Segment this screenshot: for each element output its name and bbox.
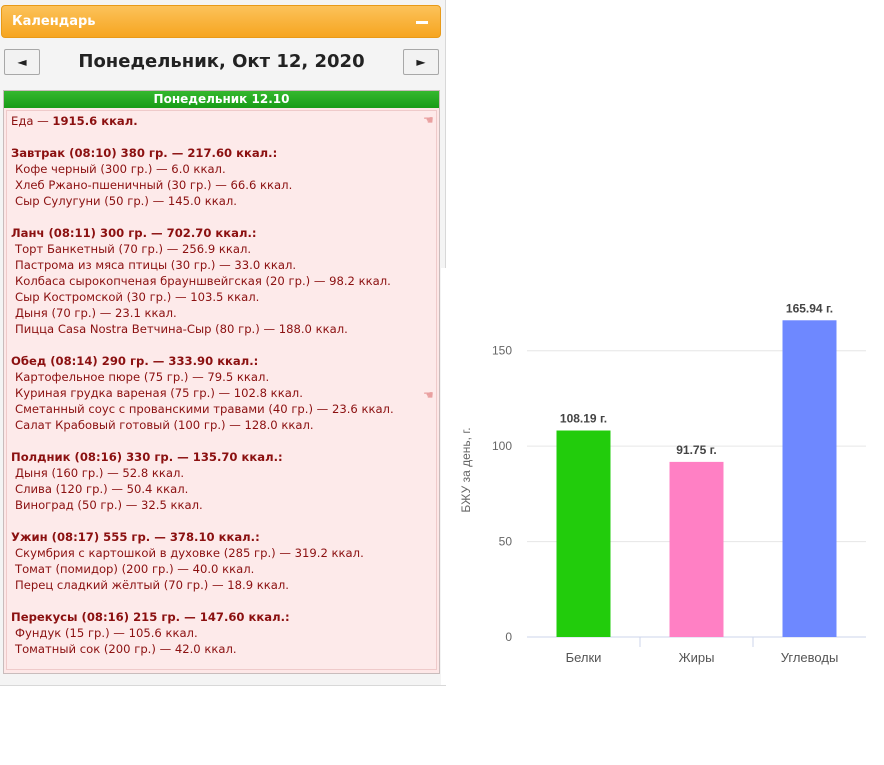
meal-title: Полдник (08:16) 330 гр. — 135.70 ккал.:: [11, 450, 283, 464]
bar-белки: [556, 430, 611, 637]
meal-item: Сметанный соус с прованскими травами (40…: [15, 402, 394, 416]
day-card: Понедельник 12.10 Еда — 1915.6 ккал. Завт…: [3, 90, 440, 674]
y-axis-title: БЖУ за день, г.: [459, 427, 473, 512]
meal-item: Виноград (50 гр.) — 32.5 ккал.: [15, 498, 203, 512]
y-tick-label: 100: [492, 439, 512, 453]
collapse-icon[interactable]: [416, 21, 428, 24]
meal-title: Завтрак (08:10) 380 гр. — 217.60 ккал.:: [11, 146, 278, 160]
meal-item: Скумбрия с картошкой в духовке (285 гр.)…: [15, 546, 364, 560]
bar-углеводы: [782, 320, 837, 637]
data-label: 108.19 г.: [560, 412, 607, 426]
food-total: Еда — 1915.6 ккал.: [11, 113, 138, 129]
meal-item: Перец сладкий жёлтый (70 гр.) — 18.9 кка…: [15, 578, 289, 592]
food-total-label: Еда —: [11, 114, 53, 128]
food-total-value: 1915.6 ккал.: [52, 114, 138, 128]
hand-pointer-icon: ☚: [423, 113, 434, 127]
prev-day-button[interactable]: ◄: [4, 49, 40, 75]
data-label: 165.94 г.: [786, 301, 833, 315]
meal-item: Кофе черный (300 гр.) — 6.0 ккал.: [15, 162, 226, 176]
next-day-button[interactable]: ►: [403, 49, 439, 75]
meal-item: Колбаса сырокопченая брауншвейгская (20 …: [15, 274, 391, 288]
y-tick-label: 0: [505, 630, 512, 644]
x-tick-label: Жиры: [679, 650, 715, 665]
day-content: Еда — 1915.6 ккал. Завтрак (08:10) 380 гр…: [6, 110, 437, 670]
meal-item: Слива (120 гр.) — 50.4 ккал.: [15, 482, 189, 496]
x-tick-label: Белки: [566, 650, 602, 665]
meal-item: Дыня (160 гр.) — 52.8 ккал.: [15, 466, 185, 480]
macros-chart: 0 50 100 150 108.19 г. Белки 91.75 г. Жиры 165.9…: [441, 268, 884, 685]
meal-item: Салат Крабовый готовый (100 гр.) — 128.0…: [15, 418, 314, 432]
macros-chart-svg: 0 50 100 150 108.19 г. Белки 91.75 г. Жиры 165.9…: [459, 301, 866, 665]
x-tick-label: Углеводы: [781, 650, 839, 665]
meal-item: Томат (помидор) (200 гр.) — 40.0 ккал.: [15, 562, 255, 576]
calendar-header[interactable]: Календарь: [1, 5, 441, 38]
meal-item: Пицца Casa Nostra Ветчина-Сыр (80 гр.) —…: [15, 322, 348, 336]
meal-item: Пастрома из мяса птицы (30 гр.) — 33.0 к…: [15, 258, 297, 272]
hand-pointer-icon: ☚: [423, 388, 434, 402]
calendar-panel: Календарь ◄ Понедельник, Окт 12, 2020 ► …: [0, 0, 446, 686]
meal-item: Сыр Костромской (30 гр.) — 103.5 ккал.: [15, 290, 260, 304]
meal-item: Куриная грудка вареная (75 гр.) — 102.8 …: [15, 386, 303, 400]
meal-item: Хлеб Ржано-пшеничный (30 гр.) — 66.6 кка…: [15, 178, 293, 192]
date-title: Понедельник, Окт 12, 2020: [78, 51, 365, 72]
meal-item: Дыня (70 гр.) — 23.1 ккал.: [15, 306, 177, 320]
meal-item: Картофельное пюре (75 гр.) — 79.5 ккал.: [15, 370, 270, 384]
bar-жиры: [669, 461, 724, 637]
day-header: Понедельник 12.10: [4, 91, 439, 108]
meal-item: Сыр Сулугуни (50 гр.) — 145.0 ккал.: [15, 194, 237, 208]
meal-title: Перекусы (08:16) 215 гр. — 147.60 ккал.:: [11, 610, 290, 624]
meal-title: Ланч (08:11) 300 гр. — 702.70 ккал.:: [11, 226, 257, 240]
data-label: 91.75 г.: [676, 443, 717, 457]
meal-title: Обед (08:14) 290 гр. — 333.90 ккал.:: [11, 354, 259, 368]
meal-title: Ужин (08:17) 555 гр. — 378.10 ккал.:: [11, 530, 260, 544]
meal-item: Томатный сок (200 гр.) — 42.0 ккал.: [15, 642, 237, 656]
meal-item: Торт Банкетный (70 гр.) — 256.9 ккал.: [15, 242, 252, 256]
y-tick-label: 50: [499, 535, 513, 549]
y-tick-label: 150: [492, 344, 512, 358]
calendar-title: Календарь: [12, 14, 96, 29]
meal-item: Фундук (15 гр.) — 105.6 ккал.: [15, 626, 198, 640]
